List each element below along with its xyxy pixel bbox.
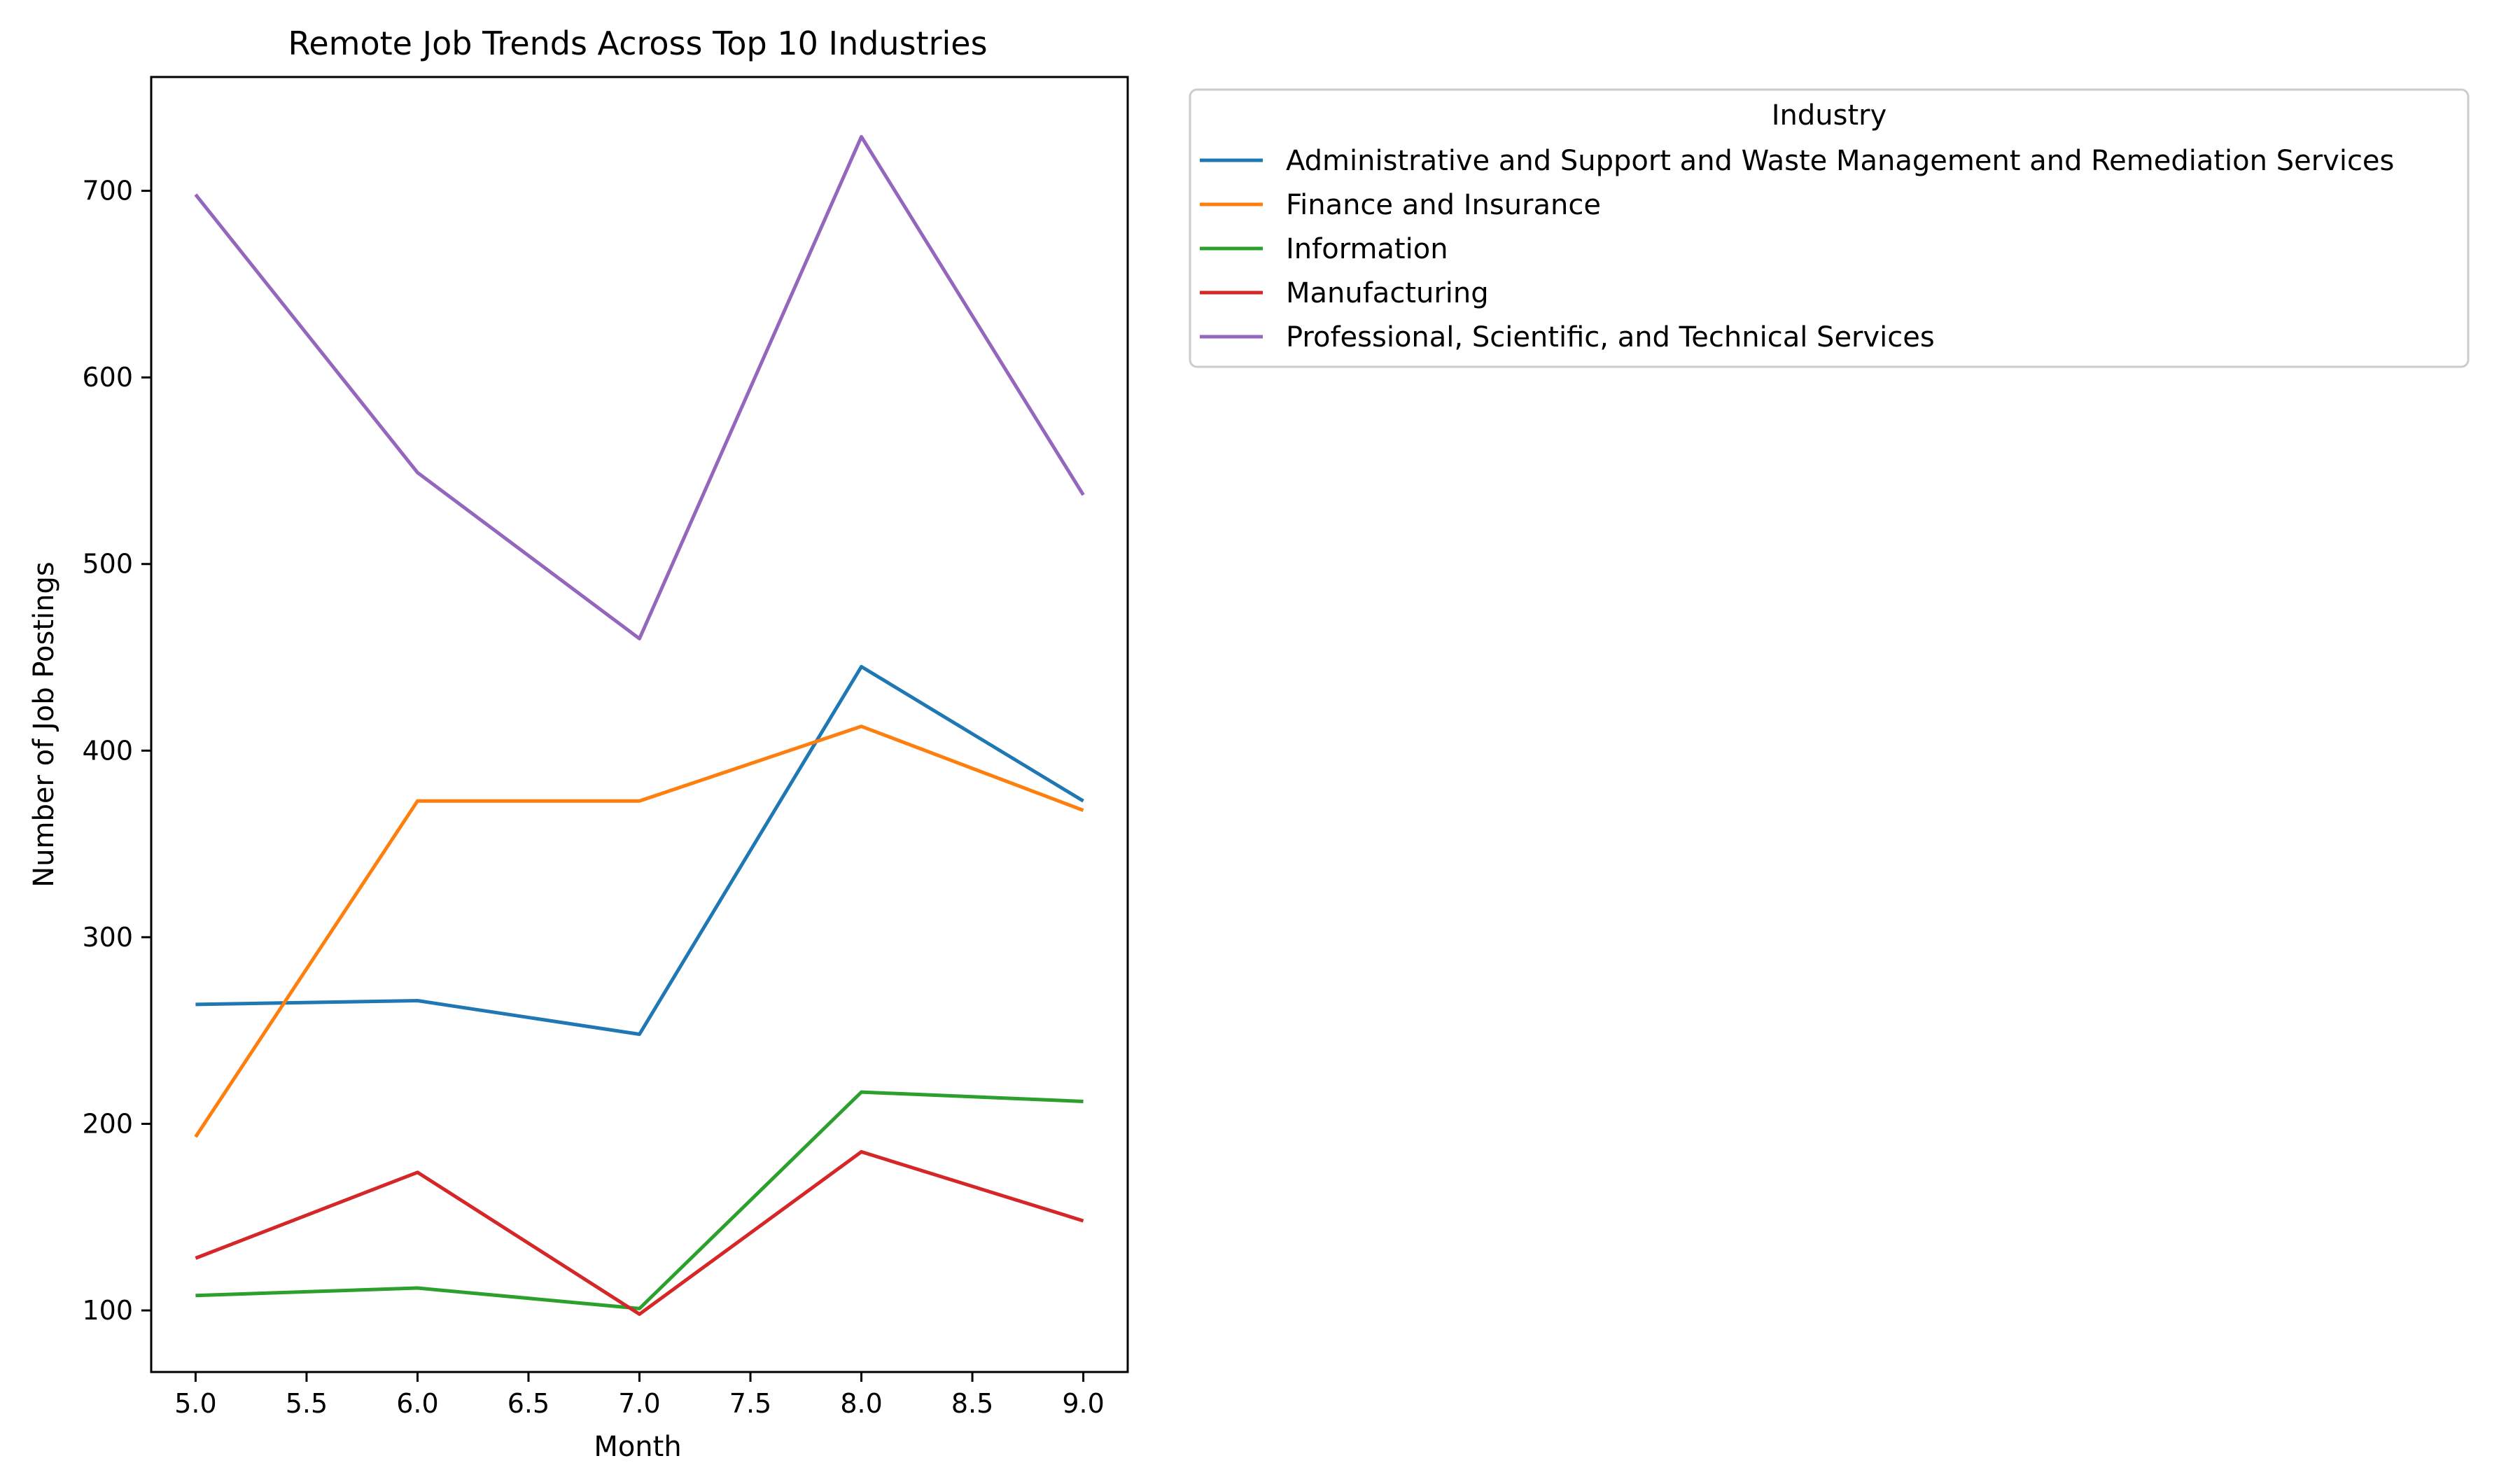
x-tick-label: 5.5 <box>286 1388 328 1419</box>
chart-title: Remote Job Trends Across Top 10 Industri… <box>288 24 987 62</box>
legend-label: Manufacturing <box>1286 277 1489 309</box>
y-tick-label: 700 <box>82 176 133 206</box>
x-axis: 5.0 5.5 6.0 6.5 7.0 7.5 8.0 8.5 9.0 <box>174 1372 1105 1419</box>
y-tick-label: 300 <box>82 922 133 953</box>
y-tick-label: 400 <box>82 735 133 766</box>
series-line-3 <box>195 1149 1084 1316</box>
x-tick-label: 8.5 <box>951 1388 993 1419</box>
y-axis: 100 200 300 400 500 600 700 <box>82 176 151 1326</box>
y-axis-label: Number of Job Postings <box>28 561 60 887</box>
series-line-1 <box>194 724 1084 1138</box>
y-tick-label: 600 <box>82 362 133 393</box>
y-tick-label: 100 <box>82 1295 133 1326</box>
x-tick-label: 9.0 <box>1062 1388 1104 1419</box>
series-line-4 <box>194 134 1085 640</box>
x-tick-label: 7.5 <box>729 1388 771 1419</box>
x-tick-label: 6.5 <box>507 1388 550 1419</box>
legend-entries: Administrative and Support and Waste Man… <box>1200 145 2394 354</box>
y-tick-label: 500 <box>82 549 133 580</box>
x-tick-label: 8.0 <box>840 1388 882 1419</box>
x-tick-label: 5.0 <box>174 1388 216 1419</box>
legend: Industry Administrative and Support and … <box>1189 88 2470 368</box>
series-lines <box>194 134 1085 1316</box>
x-axis-label: Month <box>594 1431 681 1463</box>
legend-title: Industry <box>1772 99 1887 132</box>
legend-label: Finance and Insurance <box>1286 189 1601 221</box>
x-tick-label: 7.0 <box>618 1388 660 1419</box>
legend-label: Professional, Scientific, and Technical … <box>1286 321 1935 354</box>
x-tick-label: 6.0 <box>396 1388 438 1419</box>
series-line-0 <box>195 664 1084 1037</box>
series-line-2 <box>195 1090 1084 1310</box>
legend-frame <box>1189 88 2470 368</box>
y-tick-label: 200 <box>82 1108 133 1139</box>
legend-label: Information <box>1286 233 1448 265</box>
legend-label: Administrative and Support and Waste Man… <box>1286 145 2394 177</box>
